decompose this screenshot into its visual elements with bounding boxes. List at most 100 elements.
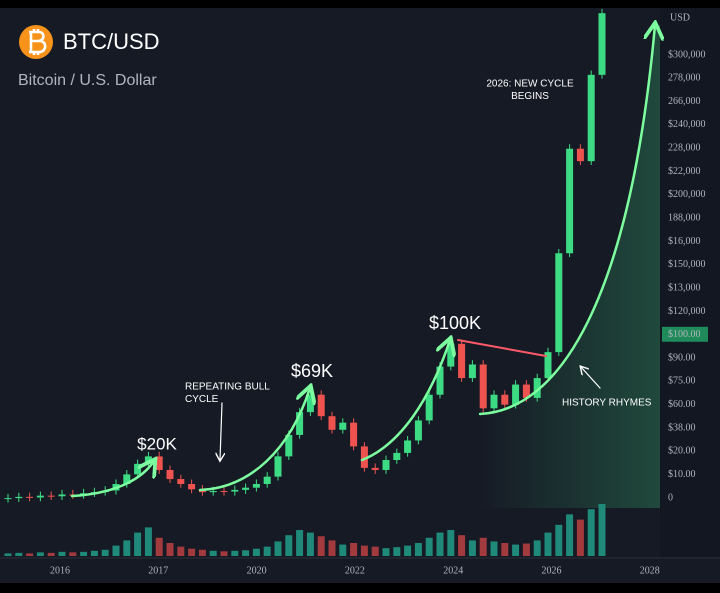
volume-bar — [566, 514, 574, 556]
annotation: CYCLE — [185, 394, 219, 405]
annotation: 2026: NEW CYCLE — [486, 79, 574, 90]
current-price-badge — [662, 326, 708, 342]
candle-body — [360, 446, 368, 468]
volume-bar — [47, 552, 55, 556]
candle-body — [123, 474, 131, 484]
candle-body — [4, 498, 12, 500]
volume-bar — [80, 551, 88, 556]
volume-bar — [285, 535, 293, 556]
bitcoin-logo-glyph — [29, 29, 47, 55]
candle-body — [501, 394, 509, 405]
candle-body — [296, 412, 304, 435]
price-axis-panel — [660, 8, 720, 558]
volume-bar — [306, 532, 314, 556]
volume-bar — [576, 519, 584, 556]
volume-bar — [58, 551, 66, 556]
volume-bar — [501, 543, 509, 556]
glow-area — [480, 25, 660, 508]
volume-bar — [90, 550, 98, 556]
volume-bar — [166, 543, 174, 556]
header: BTC/USD Bitcoin / U.S. Dollar USD — [18, 12, 690, 89]
volume-bar — [350, 543, 358, 556]
volume-bar — [177, 546, 185, 556]
volume-bar — [209, 550, 217, 556]
candle-body — [328, 416, 336, 430]
annotation: $69K — [291, 361, 333, 381]
volume-bar — [101, 549, 109, 556]
volume-bar — [123, 540, 131, 556]
volume-bar — [522, 543, 530, 556]
candle-body — [47, 495, 55, 497]
volume-bar — [404, 545, 412, 556]
x-tick-label: 2017 — [148, 565, 168, 576]
price-axis-label: $90.00 — [668, 352, 696, 363]
candle-body — [26, 496, 34, 498]
volume-bar — [274, 541, 282, 556]
candle-body — [587, 74, 595, 162]
candle-body — [36, 495, 44, 498]
candle-body — [242, 487, 250, 490]
volume-bar — [69, 552, 77, 556]
candle-body — [274, 456, 282, 477]
volume-bar — [490, 541, 498, 556]
volume-bar — [242, 550, 250, 556]
x-tick-label: 2016 — [50, 565, 70, 576]
volume-bar — [587, 509, 595, 556]
candle-body — [252, 483, 260, 488]
price-axis-label: $38.00 — [668, 422, 696, 433]
annotation: REPEATING BULL — [185, 382, 270, 393]
candle-body — [533, 378, 541, 398]
volume-bar — [512, 544, 520, 556]
price-axis-label: 266,000 — [668, 96, 701, 107]
volume-bar — [263, 546, 271, 556]
candle-body — [393, 452, 401, 461]
volume-bar — [231, 550, 239, 556]
subtitle: Bitcoin / U.S. Dollar — [18, 72, 157, 89]
volume-bar — [555, 524, 563, 556]
volume-bar — [144, 527, 152, 556]
cycle-arrow — [360, 340, 450, 462]
volume-bar — [533, 540, 541, 556]
resistance-line — [457, 339, 547, 357]
volume-bar — [393, 547, 401, 556]
current-price-label: $100.00 — [668, 329, 701, 340]
price-axis-label: $240,000 — [668, 119, 706, 130]
candle-body — [576, 148, 584, 162]
trend-arrows — [70, 25, 655, 498]
price-axis-label: 278,000 — [668, 73, 701, 84]
volume-bar — [134, 532, 142, 556]
pointer-arrow — [581, 367, 601, 389]
candle-body — [479, 364, 487, 409]
candle-body — [177, 479, 185, 484]
volume-bar — [155, 537, 163, 556]
candle-body — [512, 384, 520, 405]
price-axis-label: $60.00 — [668, 399, 696, 410]
price-axis-label: $13,000 — [668, 282, 701, 293]
candle-body — [166, 469, 174, 480]
x-tick-label: 2026 — [542, 565, 562, 576]
volume-bar — [436, 532, 444, 556]
candle-body — [458, 343, 466, 379]
volume-bar — [4, 553, 12, 556]
volume-bar — [479, 537, 487, 556]
candle-body — [350, 422, 358, 447]
candle-body — [155, 456, 163, 470]
price-axis-label: $20.00 — [668, 446, 696, 457]
volume-bar — [339, 544, 347, 556]
candle-body — [598, 13, 606, 75]
candle-body — [144, 456, 152, 464]
price-axis-label: $22,000 — [668, 166, 701, 177]
cycle-arrow — [198, 388, 310, 492]
candle-body — [188, 483, 196, 490]
candle-body — [382, 460, 390, 470]
x-tick-label: 2022 — [345, 565, 365, 576]
price-axis-label: $300,000 — [668, 49, 706, 60]
volume-bar — [15, 552, 23, 556]
annotation: HISTORY RHYMES — [562, 398, 652, 409]
pointer-arrow — [220, 402, 222, 460]
volume-bar — [458, 535, 466, 556]
candle-body — [544, 352, 552, 379]
annotation: $20K — [137, 434, 177, 453]
volume-bar — [414, 543, 422, 556]
price-axis-label: 188,000 — [668, 213, 701, 224]
